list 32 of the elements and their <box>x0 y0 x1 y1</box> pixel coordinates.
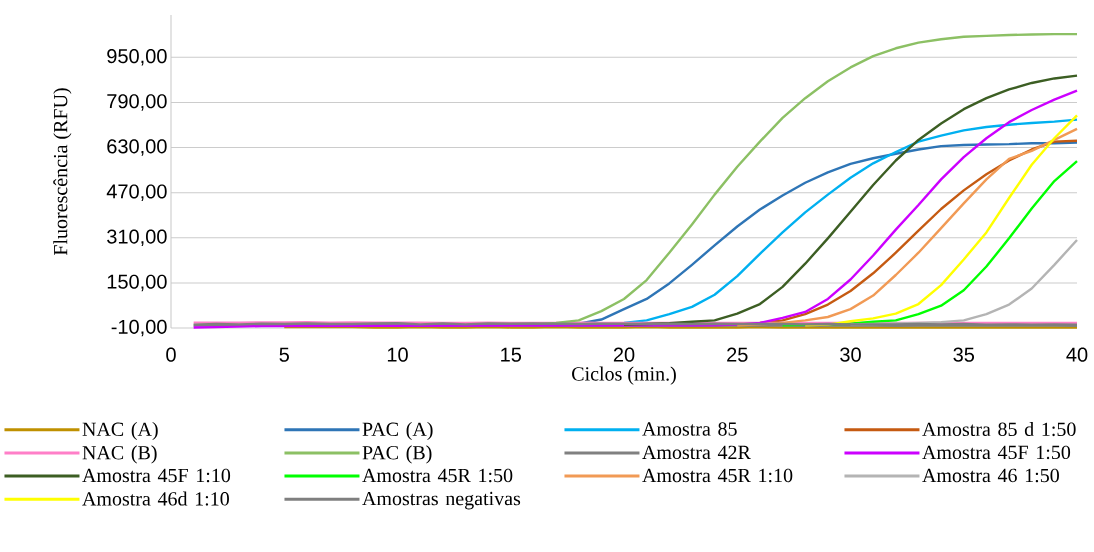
y-tick-label: 470,00 <box>106 184 167 201</box>
legend-label: Amostra 45F 1:50 <box>922 445 1071 460</box>
x-tick-label: 30 <box>840 347 861 362</box>
x-tick-label: 20 <box>613 347 635 362</box>
x-tick-label: 10 <box>387 347 408 362</box>
legend-label: Amostras negativas <box>362 491 521 510</box>
legend-label: Amostra 45F 1:10 <box>82 468 231 483</box>
x-tick-label: 15 <box>501 347 522 362</box>
x-axis-title: Ciclos (min.) <box>572 366 676 385</box>
y-tick-label: 790,00 <box>107 94 167 111</box>
x-tick-label: 40 <box>1066 347 1088 362</box>
legend-label: Amostra 46d 1:10 <box>82 491 229 506</box>
legend-label: NAC (A) <box>82 421 158 441</box>
y-tick-label: 150,00 <box>107 274 167 292</box>
x-tick-label: 25 <box>727 347 748 362</box>
legend-label: Amostra 46 1:50 <box>922 468 1059 483</box>
legend-label: NAC (B) <box>82 445 157 464</box>
legend-label: Amostra 85 d 1:50 <box>922 421 1076 437</box>
y-tick-label: 950,00 <box>107 49 167 66</box>
legend-label: Amostra 45R 1:50 <box>362 468 513 483</box>
legend-label: PAC (B) <box>362 445 432 464</box>
x-tick-label: 0 <box>166 347 176 362</box>
legend-label: Amostra 42R <box>642 445 751 460</box>
x-tick-label: 5 <box>279 347 289 362</box>
y-tick-label: 310,00 <box>107 229 167 247</box>
x-tick-label: 35 <box>953 347 975 362</box>
y-tick-label: 630,00 <box>107 139 167 156</box>
y-axis-title: Fluorescência (RFU) <box>53 88 72 256</box>
legend-label: PAC (A) <box>362 421 433 441</box>
legend-label: Amostra 45R 1:10 <box>642 468 793 483</box>
legend-label: Amostra 85 <box>642 422 737 436</box>
y-tick-label: -10,00 <box>111 319 167 337</box>
